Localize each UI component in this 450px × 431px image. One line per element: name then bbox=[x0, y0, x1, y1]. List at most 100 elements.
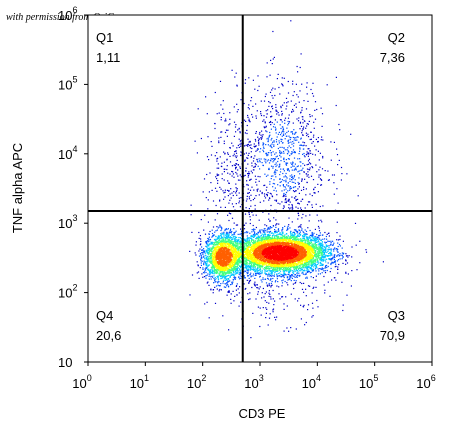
event-dot bbox=[243, 283, 245, 285]
event-dot bbox=[277, 229, 279, 231]
event-dot bbox=[267, 144, 269, 146]
event-dot bbox=[320, 179, 322, 181]
event-dot bbox=[301, 217, 303, 219]
event-dot bbox=[327, 170, 329, 172]
event-dot bbox=[263, 233, 265, 235]
event-dot bbox=[338, 123, 340, 126]
event-dot bbox=[328, 253, 330, 255]
event-dot bbox=[297, 202, 299, 204]
event-dot bbox=[312, 239, 314, 242]
event-dot bbox=[286, 327, 288, 329]
event-dot bbox=[282, 269, 284, 271]
event-dot bbox=[267, 154, 269, 156]
event-dot bbox=[296, 241, 298, 243]
event-dot bbox=[271, 158, 273, 160]
event-dot bbox=[268, 168, 270, 171]
event-dot bbox=[272, 141, 274, 143]
event-dot bbox=[258, 85, 260, 87]
event-dot bbox=[208, 260, 210, 262]
event-dot bbox=[232, 194, 234, 197]
event-dot bbox=[218, 142, 220, 144]
event-dot bbox=[220, 119, 222, 121]
event-dot bbox=[261, 297, 263, 299]
event-dot bbox=[268, 317, 271, 319]
event-dot bbox=[293, 91, 295, 93]
event-dot bbox=[287, 185, 289, 187]
event-dot bbox=[328, 235, 330, 237]
event-dot bbox=[269, 102, 271, 104]
event-dot bbox=[199, 235, 201, 237]
event-dot bbox=[246, 239, 248, 241]
event-dot bbox=[216, 226, 218, 228]
event-dot bbox=[331, 174, 334, 176]
event-dot bbox=[337, 251, 339, 253]
event-dot bbox=[197, 108, 199, 110]
event-dot bbox=[292, 122, 294, 124]
event-dot bbox=[279, 146, 281, 148]
event-dot bbox=[237, 259, 239, 261]
event-dot bbox=[311, 269, 313, 271]
event-dot bbox=[215, 239, 217, 241]
event-dot bbox=[224, 206, 226, 208]
event-dot bbox=[297, 202, 299, 204]
event-dot bbox=[312, 268, 314, 270]
event-dot bbox=[308, 246, 310, 248]
event-dot bbox=[328, 240, 330, 242]
event-dot bbox=[230, 267, 233, 269]
event-dot bbox=[319, 243, 321, 245]
event-dot bbox=[313, 192, 315, 194]
event-dot bbox=[248, 277, 250, 279]
event-dot bbox=[297, 165, 299, 167]
event-dot bbox=[310, 264, 312, 266]
event-dot bbox=[272, 232, 274, 235]
event-dot bbox=[211, 267, 214, 269]
event-dot bbox=[221, 227, 223, 229]
event-dot bbox=[247, 268, 249, 270]
event-dot bbox=[247, 184, 249, 186]
event-dot bbox=[275, 200, 277, 202]
event-dot bbox=[239, 140, 241, 142]
event-dot bbox=[318, 169, 320, 171]
event-dot bbox=[287, 273, 289, 276]
event-dot bbox=[205, 255, 207, 257]
event-dot bbox=[283, 308, 285, 310]
event-dot bbox=[244, 288, 246, 290]
event-dot bbox=[250, 244, 252, 246]
event-dot bbox=[244, 248, 246, 250]
event-dot bbox=[279, 181, 281, 183]
event-dot bbox=[227, 152, 229, 154]
event-dot bbox=[342, 262, 344, 264]
event-dot bbox=[260, 111, 262, 113]
event-dot bbox=[222, 108, 224, 110]
event-dot bbox=[202, 191, 204, 193]
event-dot bbox=[238, 257, 240, 259]
event-dot bbox=[254, 267, 256, 269]
event-dot bbox=[268, 239, 270, 241]
event-dot bbox=[197, 264, 199, 266]
event-dot bbox=[324, 259, 327, 261]
event-dot bbox=[311, 302, 314, 304]
event-dot bbox=[306, 260, 308, 262]
event-dot bbox=[259, 237, 261, 239]
event-dot bbox=[225, 120, 227, 122]
event-dot bbox=[235, 273, 237, 275]
event-dot bbox=[248, 196, 250, 198]
event-dot bbox=[305, 215, 307, 217]
event-dot bbox=[235, 242, 237, 244]
event-dot bbox=[253, 265, 255, 267]
event-dot bbox=[330, 250, 332, 252]
event-dot bbox=[224, 152, 226, 154]
event-dot bbox=[327, 232, 330, 234]
event-dot bbox=[268, 231, 270, 233]
event-dot bbox=[271, 236, 273, 238]
event-dot bbox=[311, 142, 313, 144]
event-dot bbox=[290, 266, 292, 268]
event-dot bbox=[322, 250, 325, 252]
event-dot bbox=[206, 113, 208, 115]
event-dot bbox=[202, 253, 204, 255]
event-dot bbox=[308, 258, 310, 260]
event-dot bbox=[263, 231, 265, 233]
event-dot bbox=[333, 277, 335, 279]
event-dot bbox=[309, 169, 311, 171]
event-dot bbox=[212, 200, 215, 202]
